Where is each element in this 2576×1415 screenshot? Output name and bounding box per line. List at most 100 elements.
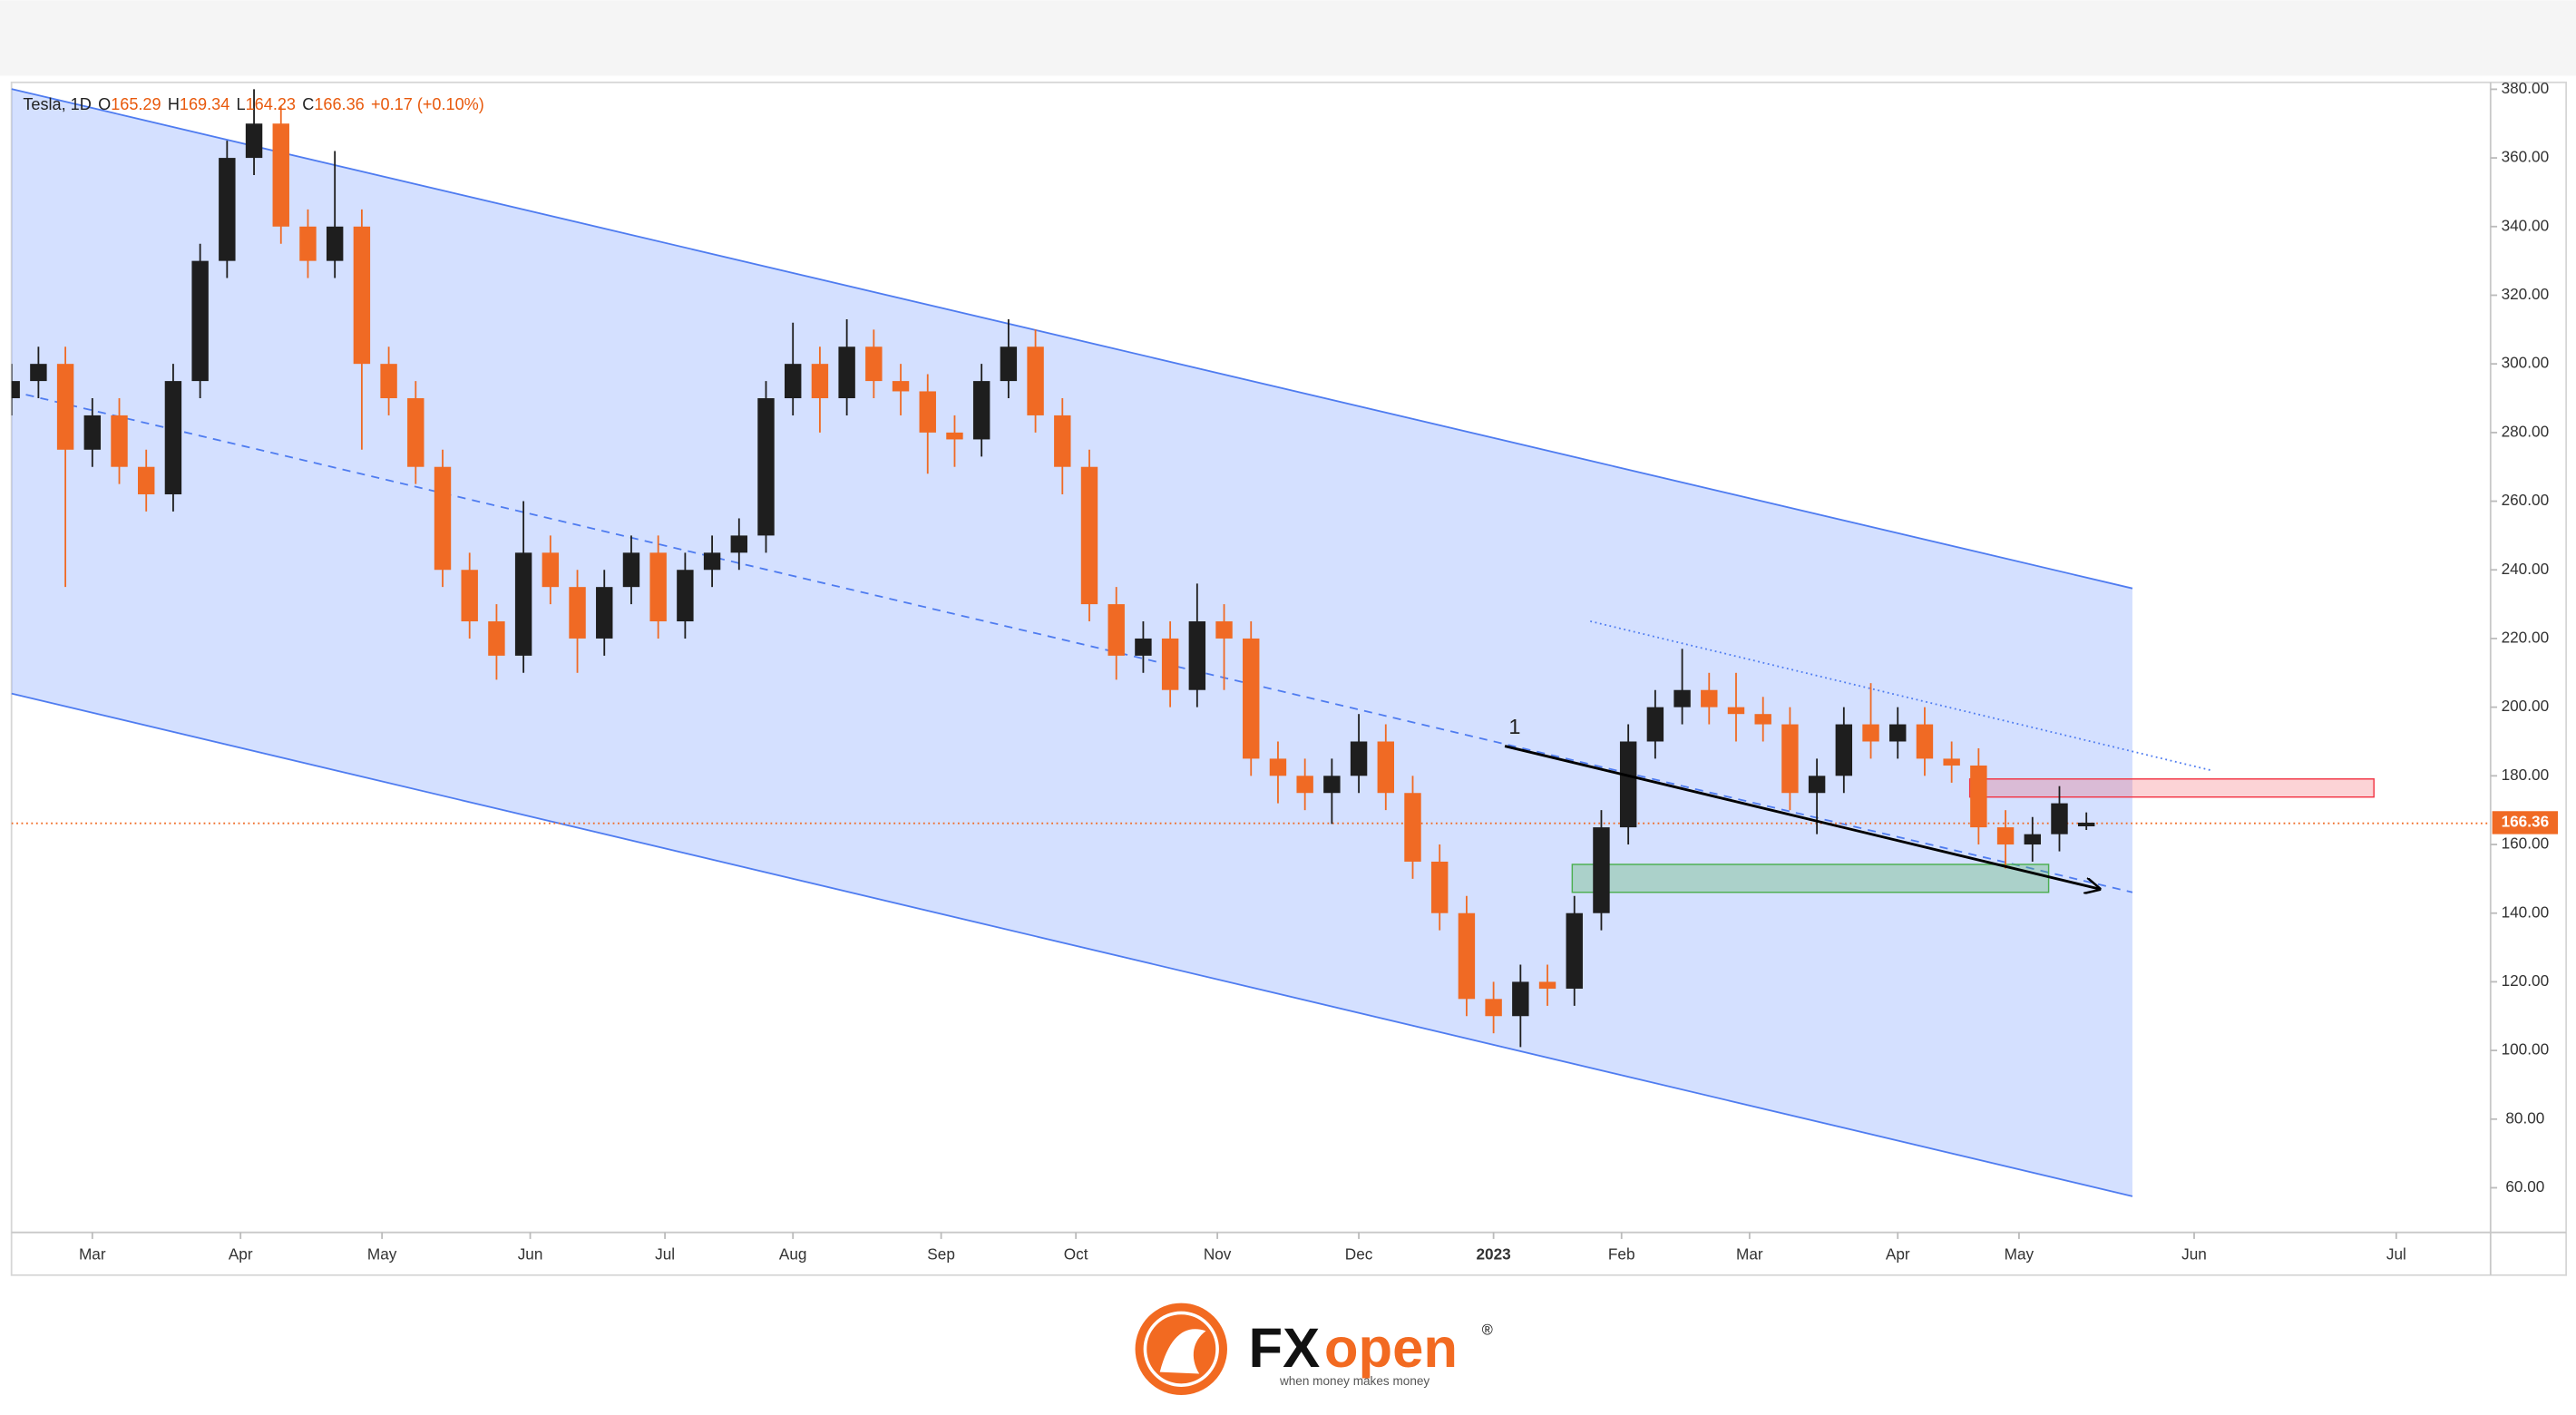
- candle-body: [2024, 834, 2041, 845]
- candle-body: [622, 552, 640, 588]
- candle-body: [111, 415, 128, 467]
- candle-body: [1593, 827, 1610, 913]
- candle-body: [1889, 724, 1907, 742]
- candle-body: [838, 346, 855, 399]
- candle-body: [1727, 707, 1745, 715]
- candle-body: [1161, 638, 1179, 690]
- candle-body: [1996, 827, 2015, 845]
- candle-body: [811, 364, 829, 399]
- y-tick-label: 120.00: [2502, 971, 2550, 990]
- candle-body: [138, 466, 155, 494]
- support-zone: [1571, 864, 2050, 893]
- candle-body: [677, 570, 694, 622]
- candle-body: [11, 381, 20, 399]
- candle-body: [596, 587, 613, 639]
- legend-key: O: [98, 95, 111, 113]
- candle-body: [164, 381, 182, 494]
- brand-slogan: when money makes money: [1279, 1374, 1429, 1388]
- y-tick-label: 240.00: [2502, 560, 2550, 578]
- logo-mark: [1159, 1329, 1206, 1374]
- legend-symbol: Tesla, 1D: [23, 95, 92, 113]
- candle-body: [1862, 724, 1879, 742]
- candle-body: [1538, 981, 1556, 989]
- candle-body: [1754, 714, 1771, 725]
- y-tick-label: 200.00: [2502, 697, 2550, 715]
- candle-body: [1054, 415, 1071, 467]
- candle-body: [1350, 741, 1368, 776]
- candle-body: [191, 260, 209, 382]
- last-price-box: [2492, 811, 2559, 834]
- footer: FX open ® when money makes money: [1135, 1303, 1493, 1395]
- candle-body: [514, 552, 532, 656]
- candle-body: [972, 381, 990, 440]
- candle-body: [785, 364, 802, 399]
- x-tick-label: May: [367, 1245, 397, 1264]
- candle-body: [1269, 758, 1287, 776]
- resistance-zone: [1968, 778, 2375, 798]
- candle-body: [1000, 346, 1018, 382]
- x-tick-label: Feb: [1608, 1245, 1635, 1264]
- candle-body: [1808, 776, 1826, 794]
- y-tick-label: 260.00: [2502, 491, 2550, 509]
- y-tick-label: 80.00: [2505, 1108, 2544, 1127]
- legend-key: L: [237, 95, 246, 113]
- x-tick-label: Jul: [655, 1245, 675, 1264]
- candle-body: [56, 364, 74, 450]
- candle-body: [1646, 707, 1664, 742]
- candle-body: [1377, 741, 1394, 794]
- y-tick-label: 220.00: [2502, 628, 2550, 646]
- candle-body: [1781, 724, 1799, 794]
- candle-body: [1107, 604, 1125, 656]
- candle-body: [245, 123, 263, 159]
- legend-value: 169.34: [180, 95, 229, 113]
- candle-body: [353, 226, 371, 365]
- y-tick-label: 320.00: [2502, 285, 2550, 303]
- candle-body: [1188, 621, 1206, 690]
- candle-body: [1296, 776, 1313, 794]
- candle-body: [1701, 689, 1718, 708]
- wave-label: 1: [1508, 715, 1520, 738]
- candle-body: [569, 587, 586, 639]
- candle-body: [326, 226, 344, 261]
- legend-key: H: [168, 95, 180, 113]
- brand-open: open: [1324, 1317, 1458, 1380]
- candle-body: [1943, 758, 1960, 766]
- y-tick-label: 100.00: [2502, 1040, 2550, 1059]
- candle-body: [1458, 912, 1476, 1000]
- x-tick-label: Mar: [1736, 1245, 1763, 1264]
- candle-body: [1512, 981, 1529, 1017]
- legend: Tesla, 1D O165.29 H169.34 L164.23 C166.36 +0.…: [23, 95, 483, 113]
- legend-change: +0.17 (+0.10%): [371, 95, 484, 113]
- candle-body: [865, 346, 883, 382]
- candle-body: [2051, 803, 2068, 834]
- candle-body: [299, 226, 317, 261]
- projection-arrow: [1504, 745, 2100, 890]
- x-tick-label: Sep: [927, 1245, 955, 1264]
- x-tick-label: Aug: [779, 1245, 807, 1264]
- y-tick-label: 340.00: [2502, 216, 2550, 234]
- candle-body: [1323, 776, 1341, 794]
- legend-value: 166.36: [314, 95, 364, 113]
- x-tick-label: Jun: [2181, 1245, 2207, 1264]
- x-tick-label: Mar: [79, 1245, 106, 1264]
- y-tick-label: 280.00: [2502, 422, 2550, 440]
- drawings: [11, 88, 2491, 1197]
- x-tick-label: Apr: [1886, 1245, 1910, 1264]
- y-tick-label: 360.00: [2502, 148, 2550, 166]
- channel-lower: [11, 692, 2133, 1197]
- candle-body: [2077, 822, 2095, 827]
- last-price-label: 166.36: [2502, 812, 2550, 830]
- candle-body: [1835, 724, 1853, 776]
- x-tick-label: Apr: [229, 1245, 253, 1264]
- candle-body: [703, 552, 721, 571]
- trend-dotted: [1590, 620, 2213, 772]
- candle-body: [1430, 861, 1449, 913]
- brand-reg: ®: [1482, 1322, 1493, 1339]
- candle-body: [1080, 466, 1098, 605]
- candle-body: [30, 364, 47, 382]
- x-tick-label: Dec: [1345, 1245, 1373, 1264]
- candle-body: [757, 398, 775, 536]
- candle-body: [649, 552, 667, 622]
- candle-body: [1673, 689, 1691, 708]
